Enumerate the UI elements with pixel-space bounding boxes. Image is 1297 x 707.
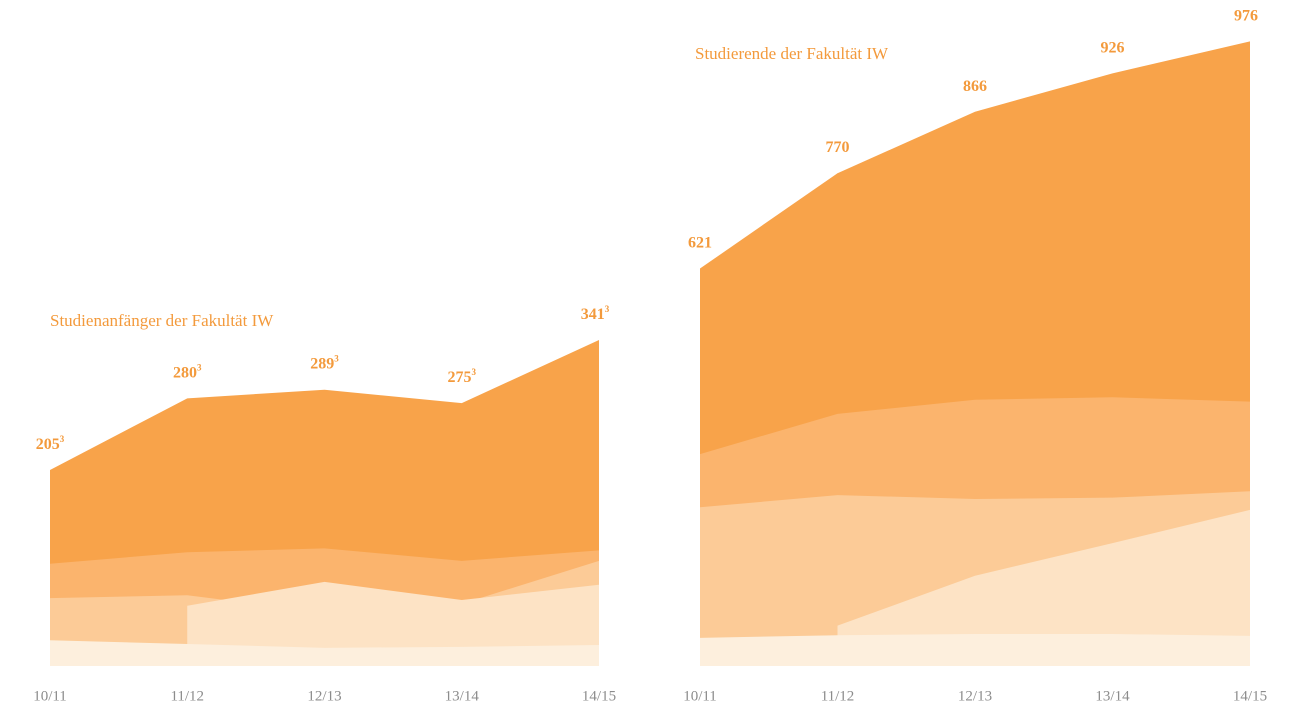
value: 621 [688, 234, 712, 251]
value: 205 [36, 436, 60, 453]
value-label: 976 [1234, 7, 1258, 24]
value-label: 2893 [310, 354, 339, 373]
value: 289 [310, 355, 334, 372]
x-tick-label: 13/14 [445, 688, 480, 704]
value-label: 770 [826, 139, 850, 156]
x-tick-label: 13/14 [1095, 688, 1130, 704]
value: 976 [1234, 7, 1258, 24]
x-tick-label: 10/11 [33, 688, 67, 704]
footnote-mark: 3 [334, 354, 339, 364]
value: 866 [963, 77, 987, 94]
chart-title: Studienanfänger der Fakultät IW [50, 311, 274, 330]
value-label: 3413 [581, 304, 610, 323]
area [700, 634, 1250, 666]
footnote-mark: 3 [605, 304, 610, 314]
value-label: 621 [688, 234, 712, 251]
x-tick-label: 12/13 [307, 688, 341, 704]
x-tick-label: 11/12 [170, 688, 204, 704]
footnote-mark: 3 [197, 362, 202, 372]
chart-title: Studierende der Fakultät IW [695, 44, 889, 63]
value: 275 [448, 369, 472, 386]
value: 926 [1101, 39, 1125, 56]
value-label: 926 [1101, 39, 1125, 56]
x-tick-label: 14/15 [1233, 688, 1267, 704]
value-label: 2753 [448, 367, 477, 386]
value-label: 866 [963, 77, 987, 94]
x-tick-label: 11/12 [821, 688, 855, 704]
value: 280 [173, 364, 197, 381]
x-tick-label: 14/15 [582, 688, 616, 704]
footnote-mark: 3 [60, 434, 65, 444]
area [50, 640, 599, 666]
value-label: 2803 [173, 362, 202, 381]
value: 770 [826, 139, 850, 156]
value-label: 2053 [36, 434, 65, 453]
x-tick-label: 12/13 [958, 688, 992, 704]
value: 341 [581, 306, 605, 323]
footnote-mark: 3 [472, 367, 477, 377]
area [837, 509, 1250, 666]
area [187, 581, 599, 666]
x-tick-label: 10/11 [683, 688, 717, 704]
